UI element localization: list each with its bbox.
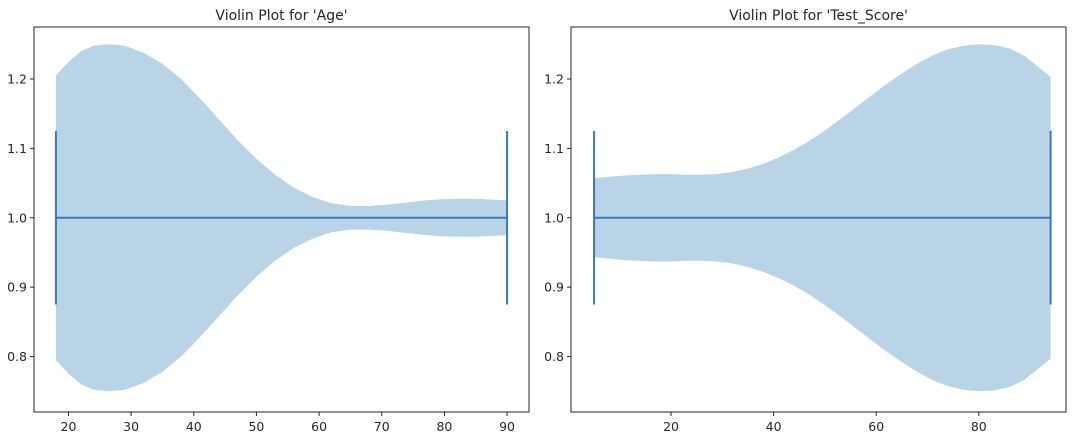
x-tick-label: 30	[123, 419, 139, 434]
chart-title: Violin Plot for 'Test_Score'	[729, 8, 908, 24]
y-tick-label: 0.8	[544, 349, 564, 364]
chart-title: Violin Plot for 'Age'	[215, 8, 347, 24]
x-tick-label: 40	[186, 419, 202, 434]
x-tick-label: 50	[248, 419, 264, 434]
axes-frame	[33, 26, 530, 413]
y-tick-label: 1.2	[544, 72, 564, 87]
y-tick-label: 0.9	[544, 280, 564, 295]
x-tick-label: 20	[663, 419, 679, 434]
y-tick-label: 1.1	[7, 141, 27, 156]
x-tick-label: 40	[766, 419, 782, 434]
x-tick-label: 60	[311, 419, 327, 434]
x-tick-label: 80	[436, 419, 452, 434]
x-tick-label: 80	[971, 419, 987, 434]
violin-panel-age: 20 30 40 50 60 70 80 90 0.8 0.9 1.0 1.1 1.2 Violin Pl…	[7, 8, 530, 434]
axes-frame	[570, 26, 1067, 413]
x-tick-label: 90	[499, 419, 515, 434]
y-tick-label: 1.1	[544, 141, 564, 156]
x-tick-label: 60	[868, 419, 884, 434]
y-tick-label: 1.2	[7, 72, 27, 87]
y-tick-label: 0.8	[7, 349, 27, 364]
y-tick-label: 1.0	[7, 210, 27, 225]
x-tick-label: 70	[374, 419, 390, 434]
violin-panel-test-score: 20 40 60 80 0.8 0.9 1.0 1.1 1.2 Violin Plot for '…	[544, 8, 1067, 434]
y-tick-label: 0.9	[7, 280, 27, 295]
x-tick-label: 20	[61, 419, 77, 434]
y-tick-label: 1.0	[544, 210, 564, 225]
